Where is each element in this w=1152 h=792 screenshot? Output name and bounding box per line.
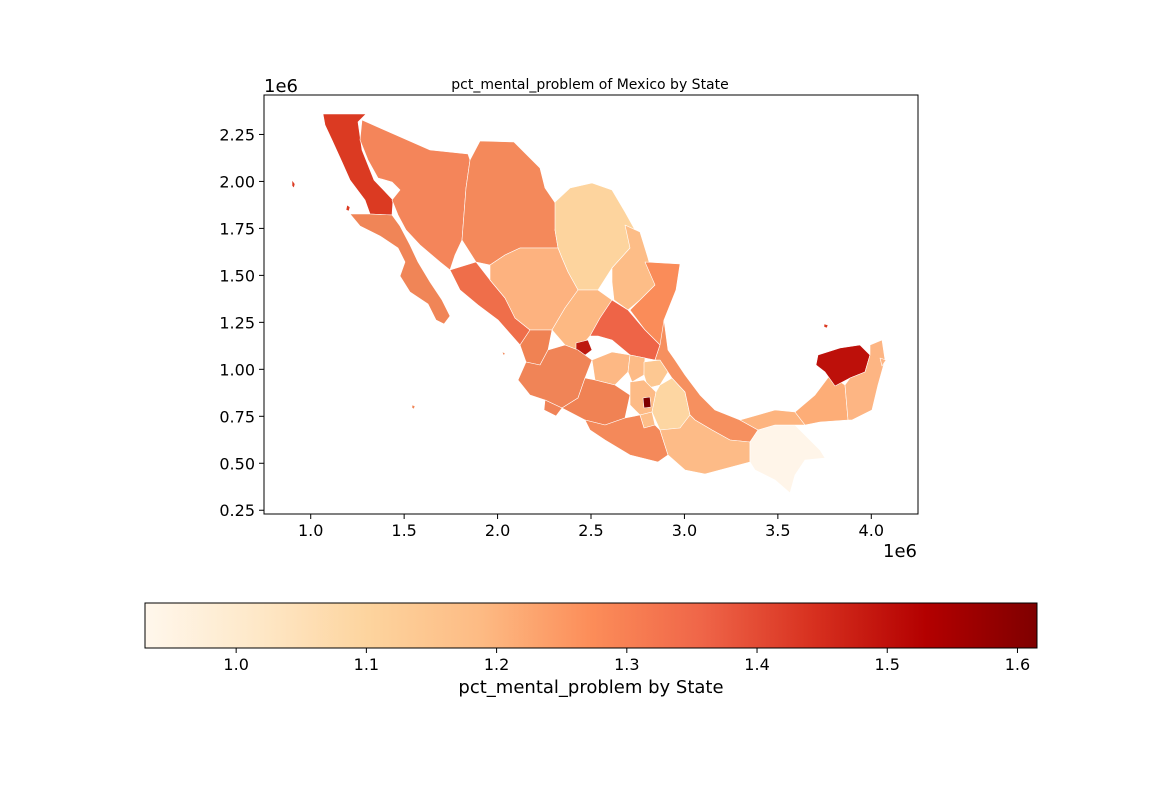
colorbar-label: pct_mental_problem by State <box>458 677 723 698</box>
x-offset-label: 1e6 <box>883 541 917 562</box>
colorbar-tick-label: 1.0 <box>223 655 248 674</box>
colorbar-tick-label: 1.5 <box>875 655 900 674</box>
chart-title: pct_mental_problem of Mexico by State <box>451 77 729 93</box>
y-tick-label: 1.25 <box>219 313 255 332</box>
colorbar-tick-label: 1.2 <box>484 655 509 674</box>
island-cedros <box>346 205 350 211</box>
y-tick-label: 0.50 <box>219 454 255 473</box>
colorbar <box>145 603 1037 648</box>
island-arrecife <box>824 324 828 328</box>
state-queretaro <box>628 355 645 382</box>
y-tick-label: 1.50 <box>219 266 255 285</box>
y-tick-label: 0.25 <box>219 501 255 520</box>
colorbar-tick-label: 1.3 <box>614 655 639 674</box>
x-tick-label: 1.5 <box>391 521 416 540</box>
colorbar-tick-label: 1.1 <box>354 655 379 674</box>
state-ciudad-de-mexico <box>643 397 651 408</box>
y-tick-label: 2.00 <box>219 172 255 191</box>
colorbar-axis: 1.0 1.1 1.2 1.3 1.4 1.5 1.6 <box>223 648 1030 674</box>
x-tick-label: 1.0 <box>298 521 323 540</box>
x-tick-label: 4.0 <box>859 521 884 540</box>
x-tick-label: 2.0 <box>485 521 510 540</box>
state-guanajuato <box>592 352 630 385</box>
y-axis: 0.25 0.50 0.75 1.00 1.25 1.50 1.75 2.00 2.25 <box>219 125 264 520</box>
x-tick-label: 2.5 <box>578 521 603 540</box>
y-offset-label: 1e6 <box>264 76 298 97</box>
y-tick-label: 1.00 <box>219 360 255 379</box>
colorbar-tick-label: 1.6 <box>1005 655 1030 674</box>
map-regions <box>292 114 886 493</box>
x-axis: 1.0 1.5 2.0 2.5 3.0 3.5 4.0 <box>298 514 884 540</box>
y-tick-label: 2.25 <box>219 125 255 144</box>
state-chiapas <box>750 425 825 493</box>
y-tick-label: 0.75 <box>219 407 255 426</box>
y-tick-label: 1.75 <box>219 219 255 238</box>
colorbar-tick-label: 1.4 <box>744 655 769 674</box>
island-guadalupe <box>292 180 295 188</box>
state-chihuahua <box>462 141 560 265</box>
x-tick-label: 3.5 <box>765 521 790 540</box>
island-revillagigedo <box>412 405 415 409</box>
island-marias <box>502 352 505 356</box>
x-tick-label: 3.0 <box>672 521 697 540</box>
